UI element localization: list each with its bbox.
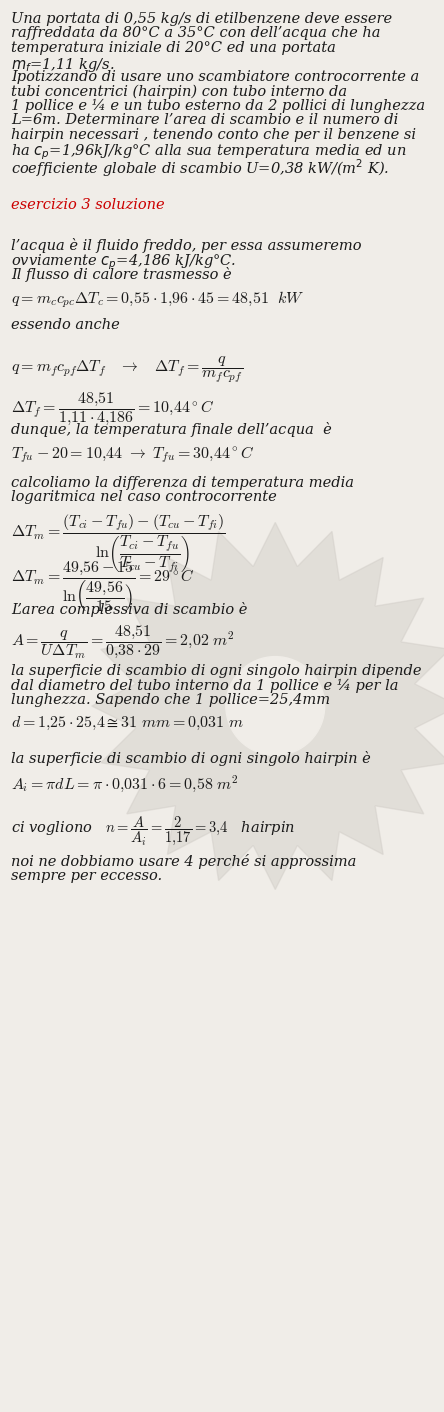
Text: dal diametro del tubo interno da 1 pollice e ¼ per la: dal diametro del tubo interno da 1 polli… xyxy=(11,679,399,693)
Text: coefficiente globale di scambio U=0,38 kW/(m$^2$ K).: coefficiente globale di scambio U=0,38 k… xyxy=(11,157,389,179)
Polygon shape xyxy=(92,522,444,890)
Text: $A_i = \pi d L = \pi \cdot 0{,}031 \cdot 6 = 0{,}58 \ m^2$: $A_i = \pi d L = \pi \cdot 0{,}031 \cdot… xyxy=(11,774,239,794)
Text: Ipotizzando di usare uno scambiatore controcorrente a: Ipotizzando di usare uno scambiatore con… xyxy=(11,71,419,83)
Text: lunghezza. Sapendo che 1 pollice=25,4mm: lunghezza. Sapendo che 1 pollice=25,4mm xyxy=(11,693,330,707)
Text: noi ne dobbiamo usare 4 perché si approssima: noi ne dobbiamo usare 4 perché si appros… xyxy=(11,854,357,870)
Text: hairpin necessari , tenendo conto che per il benzene si: hairpin necessari , tenendo conto che pe… xyxy=(11,128,416,143)
Text: 1 pollice e ¼ e un tubo esterno da 2 pollici di lunghezza: 1 pollice e ¼ e un tubo esterno da 2 pol… xyxy=(11,99,425,113)
Text: logaritmica nel caso controcorrente: logaritmica nel caso controcorrente xyxy=(11,490,277,504)
Text: la superficie di scambio di ogni singolo hairpin è: la superficie di scambio di ogni singolo… xyxy=(11,751,371,767)
Text: Una portata di 0,55 kg/s di etilbenzene deve essere: Una portata di 0,55 kg/s di etilbenzene … xyxy=(11,11,392,25)
Text: tubi concentrici (hairpin) con tubo interno da: tubi concentrici (hairpin) con tubo inte… xyxy=(11,85,347,99)
Circle shape xyxy=(226,657,325,755)
Text: $m_f$=1,11 kg/s.: $m_f$=1,11 kg/s. xyxy=(11,55,115,73)
Text: ha $c_p$=1,96kJ/kg°C alla sua temperatura media ed un: ha $c_p$=1,96kJ/kg°C alla sua temperatur… xyxy=(11,143,407,162)
Text: $A = \dfrac{q}{U \Delta T_m} = \dfrac{48{,}51}{0{,}38 \cdot 29} = 2{,}02 \ m^2$: $A = \dfrac{q}{U \Delta T_m} = \dfrac{48… xyxy=(11,624,235,661)
Text: ci vogliono   $n = \dfrac{A}{A_i} = \dfrac{2}{1{,}17} = 3{,}4$   hairpin: ci vogliono $n = \dfrac{A}{A_i} = \dfrac… xyxy=(11,813,295,847)
Text: ovviamente $c_p$=4,186 kJ/kg°C.: ovviamente $c_p$=4,186 kJ/kg°C. xyxy=(11,253,237,273)
Text: essendo anche: essendo anche xyxy=(11,318,120,332)
Text: la superficie di scambio di ogni singolo hairpin dipende: la superficie di scambio di ogni singolo… xyxy=(11,665,422,679)
Text: temperatura iniziale di 20°C ed una portata: temperatura iniziale di 20°C ed una port… xyxy=(11,41,336,55)
Text: $d = 1{,}25 \cdot 25{,}4 \cong 31 \ mm = 0{,}031 \ m$: $d = 1{,}25 \cdot 25{,}4 \cong 31 \ mm =… xyxy=(11,716,244,733)
Text: Il flusso di calore trasmesso è: Il flusso di calore trasmesso è xyxy=(11,267,232,282)
Text: $\Delta T_f = \dfrac{48{,}51}{1{,}11 \cdot 4{,}186} = 10{,}44 ^\circ C$: $\Delta T_f = \dfrac{48{,}51}{1{,}11 \cd… xyxy=(11,391,215,428)
Text: $q = m_f c_{pf} \Delta T_f \quad \rightarrow \quad \Delta T_f = \dfrac{q}{m_f c_: $q = m_f c_{pf} \Delta T_f \quad \righta… xyxy=(11,354,243,385)
Text: esercizio 3 soluzione: esercizio 3 soluzione xyxy=(11,198,165,212)
Text: $T_{fu} - 20 = 10{,}44 \ \rightarrow \ T_{fu} = 30{,}44^\circ C$: $T_{fu} - 20 = 10{,}44 \ \rightarrow \ T… xyxy=(11,445,254,465)
Text: calcoliamo la differenza di temperatura media: calcoliamo la differenza di temperatura … xyxy=(11,476,354,490)
Text: sempre per eccesso.: sempre per eccesso. xyxy=(11,868,162,882)
Text: $\Delta T_m = \dfrac{(T_{ci} - T_{fu}) - (T_{cu} - T_{fi})}{\ln\!\left(\dfrac{T_: $\Delta T_m = \dfrac{(T_{ci} - T_{fu}) -… xyxy=(11,513,226,575)
Text: $\Delta T_m = \dfrac{49{,}56 - 15}{\ln\!\left(\dfrac{49{,}56}{15}\right)} = 29^\: $\Delta T_m = \dfrac{49{,}56 - 15}{\ln\!… xyxy=(11,559,195,614)
Text: $q = m_c c_{pc} \Delta T_c = 0{,}55 \cdot 1{,}96 \cdot 45 = 48{,}51 \ \ kW$: $q = m_c c_{pc} \Delta T_c = 0{,}55 \cdo… xyxy=(11,289,305,309)
Text: l’acqua è il fluido freddo, per essa assumeremo: l’acqua è il fluido freddo, per essa ass… xyxy=(11,239,361,253)
Text: L=6m. Determinare l’area di scambio e il numero di: L=6m. Determinare l’area di scambio e il… xyxy=(11,113,398,127)
Text: L’area complessiva di scambio è: L’area complessiva di scambio è xyxy=(11,602,247,617)
Text: dunque, la temperatura finale dell’acqua  è: dunque, la temperatura finale dell’acqua… xyxy=(11,422,332,438)
Text: raffreddata da 80°C a 35°C con dell’acqua che ha: raffreddata da 80°C a 35°C con dell’acqu… xyxy=(11,27,381,41)
